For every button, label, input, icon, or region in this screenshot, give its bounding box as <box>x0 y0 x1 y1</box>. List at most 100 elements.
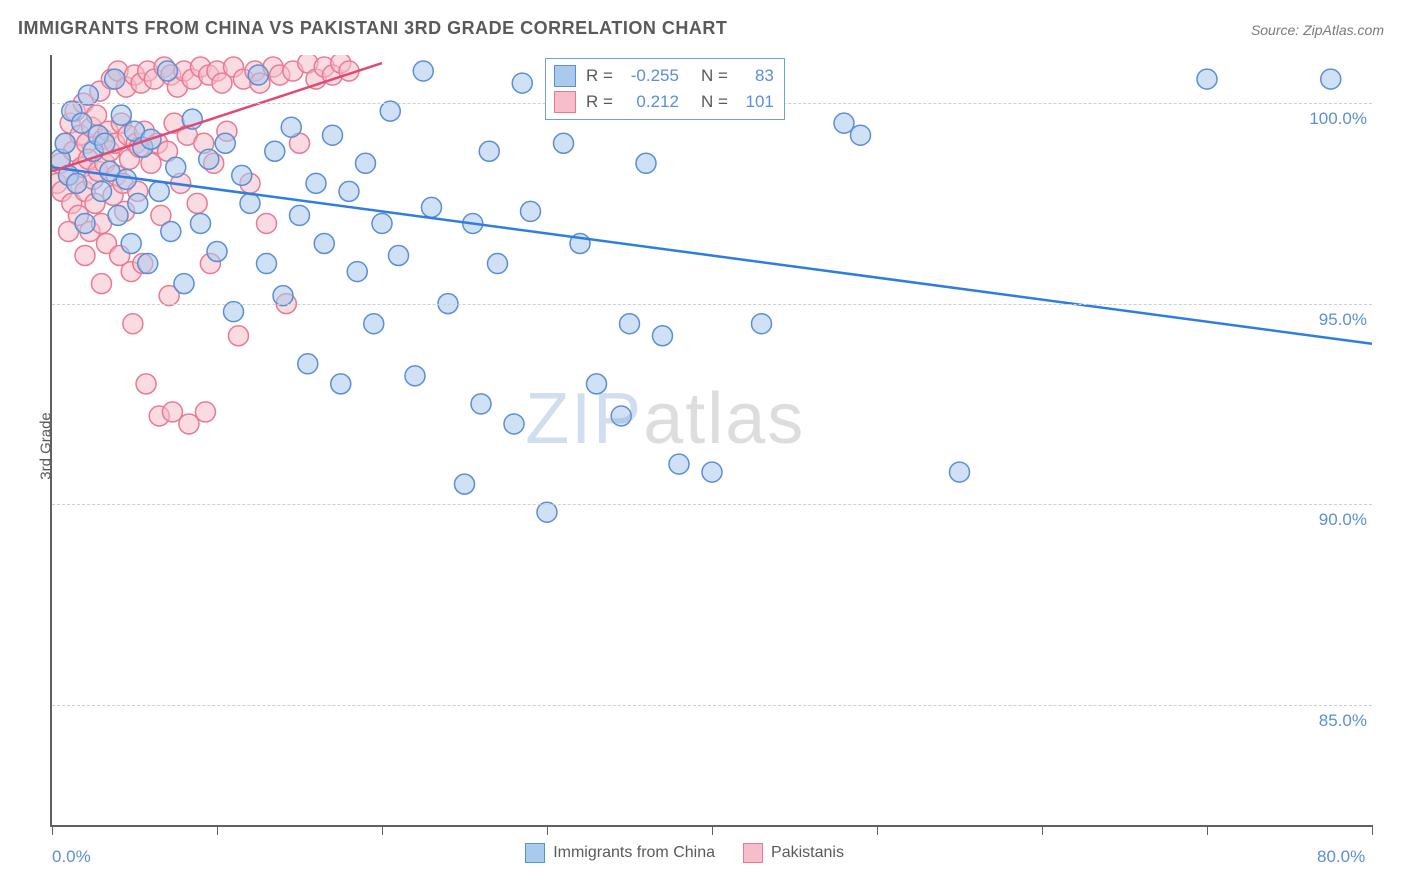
x-tick <box>217 825 218 835</box>
scatter-point <box>240 193 260 213</box>
scatter-point <box>413 61 433 81</box>
scatter-point <box>136 374 156 394</box>
scatter-point <box>422 197 442 217</box>
x-tick <box>382 825 383 835</box>
scatter-point <box>108 205 128 225</box>
scatter-point <box>364 314 384 334</box>
scatter-point <box>55 133 75 153</box>
scatter-point <box>111 105 131 125</box>
trend-line <box>52 167 1372 343</box>
scatter-point <box>1321 69 1341 89</box>
scatter-point <box>504 414 524 434</box>
scatter-point <box>75 246 95 266</box>
scatter-point <box>298 354 318 374</box>
stat-r-value: -0.255 <box>623 63 679 89</box>
scatter-point <box>372 213 392 233</box>
scatter-point <box>455 474 475 494</box>
scatter-point <box>306 173 326 193</box>
stat-n-value: 101 <box>738 89 774 115</box>
scatter-point <box>339 181 359 201</box>
scatter-point <box>123 314 143 334</box>
stat-r-label: R = <box>586 89 613 115</box>
x-tick <box>877 825 878 835</box>
scatter-point <box>1197 69 1217 89</box>
stat-r-label: R = <box>586 63 613 89</box>
scatter-point <box>834 113 854 133</box>
stats-legend-box: R = -0.255 N = 83R = 0.212 N = 101 <box>545 58 785 120</box>
scatter-point <box>179 414 199 434</box>
scatter-point <box>248 65 268 85</box>
scatter-point <box>232 165 252 185</box>
scatter-point <box>149 181 169 201</box>
x-tick <box>1372 825 1373 835</box>
legend-swatch <box>525 843 545 863</box>
scatter-point <box>290 205 310 225</box>
y-tick-label: 85.0% <box>1287 711 1367 731</box>
scatter-point <box>331 374 351 394</box>
scatter-point <box>620 314 640 334</box>
scatter-point <box>323 125 343 145</box>
scatter-point <box>228 326 248 346</box>
scatter-point <box>257 213 277 233</box>
scatter-point <box>851 125 871 145</box>
scatter-point <box>347 262 367 282</box>
stats-row: R = 0.212 N = 101 <box>554 89 774 115</box>
gridline-h <box>52 705 1372 706</box>
scatter-point <box>479 141 499 161</box>
stat-n-value: 83 <box>738 63 774 89</box>
x-tick <box>1207 825 1208 835</box>
scatter-point <box>636 153 656 173</box>
x-tick <box>1042 825 1043 835</box>
scatter-point <box>162 402 182 422</box>
legend-label: Pakistanis <box>771 844 844 861</box>
scatter-point <box>67 173 87 193</box>
stat-n-label: N = <box>701 89 728 115</box>
stats-row: R =-0.255N =83 <box>554 63 774 89</box>
scatter-point <box>950 462 970 482</box>
x-tick <box>547 825 548 835</box>
scatter-point <box>158 61 178 81</box>
legend-item: Pakistanis <box>743 843 844 863</box>
scatter-point <box>207 242 227 262</box>
scatter-point <box>471 394 491 414</box>
scatter-point <box>488 254 508 274</box>
scatter-point <box>195 402 215 422</box>
scatter-point <box>389 246 409 266</box>
scatter-point <box>95 133 115 153</box>
legend-swatch <box>554 91 576 113</box>
scatter-point <box>187 193 207 213</box>
scatter-point <box>702 462 722 482</box>
x-tick <box>52 825 53 835</box>
scatter-svg <box>52 55 1372 825</box>
scatter-point <box>380 101 400 121</box>
scatter-point <box>166 157 186 177</box>
scatter-point <box>174 274 194 294</box>
scatter-point <box>554 133 574 153</box>
gridline-h <box>52 504 1372 505</box>
scatter-point <box>512 73 532 93</box>
x-tick <box>712 825 713 835</box>
scatter-point <box>121 233 141 253</box>
stat-r-value: 0.212 <box>623 89 679 115</box>
scatter-point <box>669 454 689 474</box>
scatter-point <box>92 274 112 294</box>
scatter-point <box>314 233 334 253</box>
scatter-point <box>273 286 293 306</box>
scatter-point <box>752 314 772 334</box>
scatter-point <box>75 213 95 233</box>
scatter-point <box>521 201 541 221</box>
scatter-point <box>257 254 277 274</box>
scatter-point <box>281 117 301 137</box>
scatter-point <box>105 69 125 89</box>
y-tick-label: 95.0% <box>1287 310 1367 330</box>
chart-title: IMMIGRANTS FROM CHINA VS PAKISTANI 3RD G… <box>18 18 727 39</box>
scatter-point <box>191 213 211 233</box>
scatter-point <box>161 221 181 241</box>
scatter-point <box>587 374 607 394</box>
scatter-point <box>356 153 376 173</box>
legend-swatch <box>554 65 576 87</box>
scatter-point <box>653 326 673 346</box>
scatter-point <box>199 149 219 169</box>
scatter-point <box>537 502 557 522</box>
scatter-point <box>138 254 158 274</box>
